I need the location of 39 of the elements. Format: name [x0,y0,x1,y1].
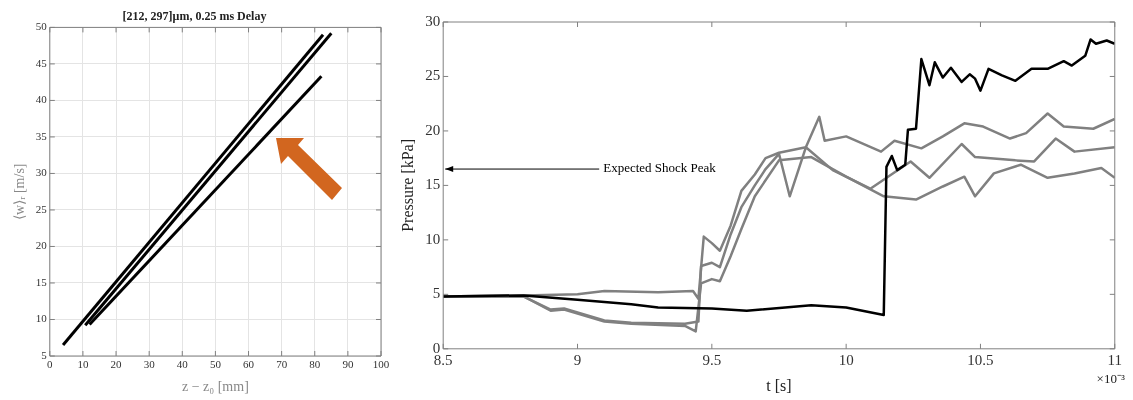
y-tick-label: 10 [425,230,441,247]
x-tick-label: 100 [372,358,390,371]
y-tick-label: 5 [41,348,48,361]
y-tick-label: 35 [35,129,48,142]
x-axis-title: z − z₀ [mm] [181,379,249,395]
y-tick-label: 25 [35,202,48,215]
x-tick-label: 90 [342,358,354,371]
text: ×10⁻³ [1096,370,1125,386]
y-tick-label: 20 [35,239,48,252]
x-tick-label: 80 [309,358,321,371]
x-tick-label: 20 [110,358,123,371]
x-tick-label: 70 [276,358,288,371]
y-tick-label: 30 [425,12,441,29]
y-tick-label: 0 [432,339,441,356]
y-tick-label: 15 [35,275,48,288]
x-axis-title: t [s] [766,376,792,394]
y-tick-label: 20 [425,121,441,138]
x-tick-label: 60 [243,358,255,371]
x-tick-label: 40 [176,358,189,371]
y-tick-label: 45 [35,56,48,69]
y-tick-label: 30 [35,166,48,179]
x-tick-label: 10 [838,351,854,368]
y-axis-title: ⟨w⟩ᵣ [m/s] [12,163,28,220]
y-tick-label: 10 [35,312,48,325]
x-tick-label: 30 [143,358,156,371]
x-tick-label: 9 [573,351,582,368]
y-tick-label: 15 [425,176,441,193]
y-tick-label: 50 [35,20,48,33]
x-tick-label: 50 [209,358,222,371]
annotation: Expected Shock Peak [603,160,717,176]
y-tick-label: 5 [432,285,441,302]
x-tick-label: 9.5 [702,351,722,368]
y-axis-title: Pressure [kPa] [398,138,416,232]
x-tick-label: 11 [1107,351,1122,368]
chart-title: [212, 297]μm, 0.25 ms Delay [122,9,267,24]
y-tick-label: 40 [35,93,48,106]
x-tick-label: 10 [77,358,89,371]
y-tick-label: 25 [425,67,441,84]
x-tick-label: 10.5 [967,351,994,368]
